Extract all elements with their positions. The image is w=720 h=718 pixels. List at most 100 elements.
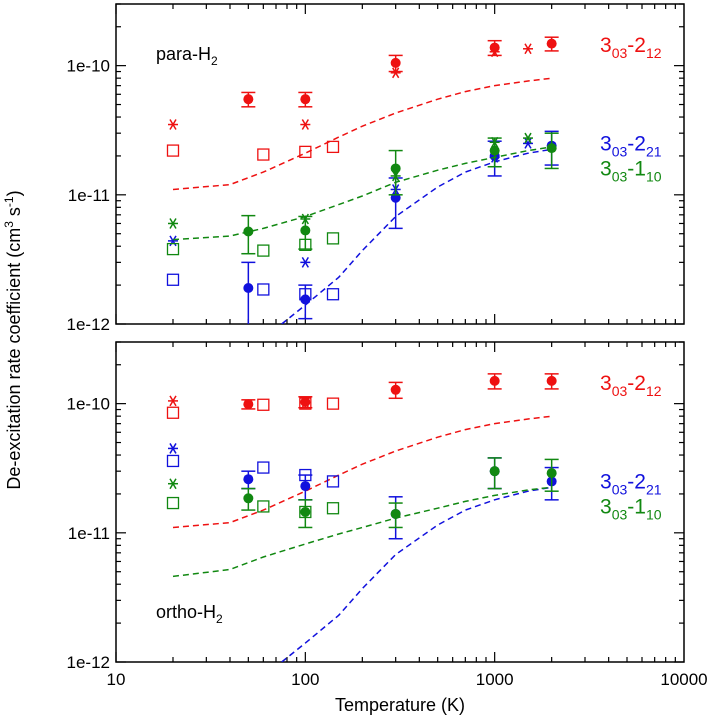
y-axis-label-sup2: -1 [2,196,16,207]
dot-marker [546,375,557,386]
square-marker [166,406,180,419]
square-marker [299,145,312,159]
dot-marker [300,396,311,407]
legend-label-red: 303-212 [600,34,662,61]
star-stroke [169,443,177,454]
dot-marker [300,94,311,105]
dot-marker [243,399,254,410]
panel-label-main: ortho-H [156,602,216,622]
star-marker [523,43,534,55]
y-axis-label-sup1: 3 [2,221,16,228]
x-axis-label: Temperature (K) [335,695,465,715]
dot-marker [300,506,311,517]
star-stroke [301,256,309,268]
star-stroke [169,478,177,490]
square-marker [326,397,340,410]
legend-sub1: 03 [612,45,628,61]
legend-sub2: 10 [646,506,662,522]
star-stroke [169,218,177,229]
dot-marker [243,282,254,293]
star-marker [167,395,178,407]
square-marker [257,398,270,411]
legend-label-green: 303-110 [600,157,662,184]
legend-main: 3 [600,34,612,57]
legend-sub1: 03 [612,143,628,159]
dot-marker [546,143,557,154]
dot-marker [300,481,311,492]
y-tick-label: 1e-12 [67,653,110,672]
star-marker [523,138,534,149]
square-marker [257,500,270,513]
legend-sub2: 12 [646,383,662,399]
legend-main: 3 [600,132,612,155]
legend-main: 3 [600,495,612,518]
plot-frame [115,341,685,663]
legend-sub2: 21 [646,143,662,159]
model-line [281,486,552,662]
model-line [281,148,552,324]
panel-label-sub: 2 [216,612,223,626]
square-marker [326,502,340,515]
legend-dash: -1 [627,157,646,180]
square-marker [326,288,340,301]
dot-marker [546,468,557,479]
dot-marker [390,508,401,519]
star-stroke [169,119,177,130]
star-stroke [169,395,177,407]
star-marker [167,235,178,247]
legend-label-green: 303-110 [600,495,662,522]
legend-label-blue: 303-221 [600,470,662,497]
legend-sub2: 10 [646,168,662,184]
legend-main: 3 [600,470,612,493]
x-tick-label: 100 [291,670,319,689]
star-marker [390,67,401,79]
panel-label: ortho-H2 [156,602,223,626]
y-axis-label: De-excitation rate coefficient (cm3 s-1) [2,190,24,489]
legend-dash: -1 [627,495,646,518]
data-layer [166,373,559,662]
dot-marker [300,294,311,305]
dot-marker [489,145,500,156]
legend-main: 3 [600,372,612,395]
square-marker [257,148,270,161]
star-stroke [301,119,309,130]
legend-sub1: 03 [612,481,628,497]
dot-marker [390,384,401,395]
square-marker [166,242,180,256]
star-marker [300,119,311,130]
x-tick-label: 10000 [660,670,707,689]
star-marker [167,478,178,490]
legend-label-red: 303-212 [600,372,662,399]
star-stroke [524,132,532,144]
legend-label-blue: 303-221 [600,132,662,159]
y-axis-label-end: ) [4,190,24,196]
square-marker [326,140,340,154]
star-marker [523,132,534,144]
dot-marker [243,226,254,237]
star-marker [300,256,311,268]
dot-marker [390,163,401,174]
y-tick-label: 1e-12 [67,315,110,334]
square-marker [257,244,270,257]
dot-marker [489,42,500,53]
legend-dash: -2 [627,470,646,493]
legend-dash: -2 [627,372,646,395]
legend-main: 3 [600,157,612,180]
y-tick-label: 1e-10 [67,57,110,76]
star-marker [167,119,178,130]
x-tick-label: 1000 [476,670,514,689]
panel-label-sub: 2 [211,54,218,68]
error-bar [241,261,256,324]
square-marker [326,475,340,488]
y-axis-label-mid: s [4,207,24,221]
square-marker [326,232,340,245]
dot-marker [489,375,500,386]
square-marker [257,461,270,474]
star-stroke [392,67,400,79]
model-line [172,146,552,241]
legend-sub1: 03 [612,383,628,399]
square-marker [166,454,180,468]
star-marker [167,443,178,454]
